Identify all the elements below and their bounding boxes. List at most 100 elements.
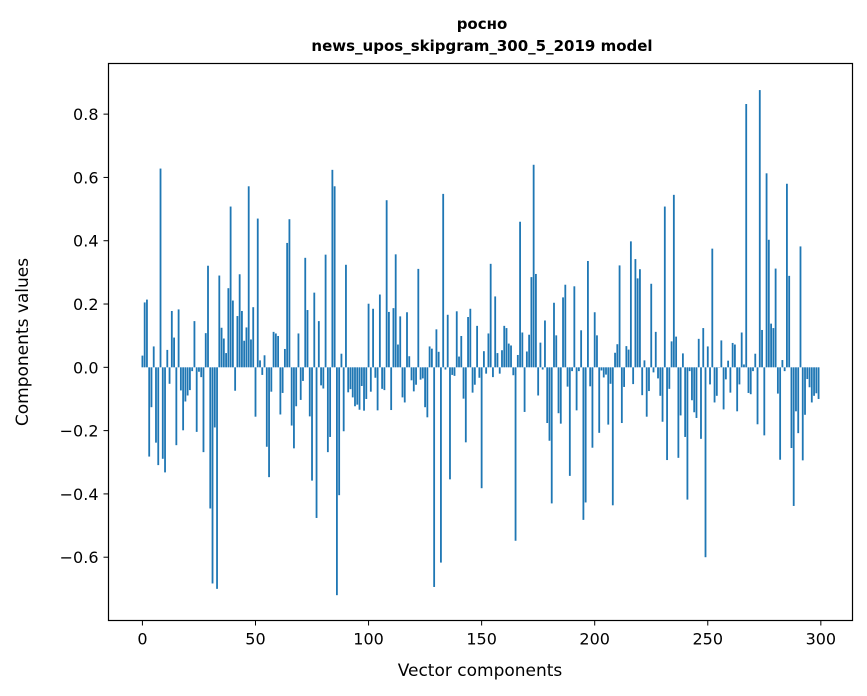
bar-72 bbox=[304, 257, 307, 368]
bar-183 bbox=[555, 335, 558, 368]
bar-180 bbox=[548, 367, 551, 441]
bar-53 bbox=[261, 367, 264, 375]
bar-52 bbox=[259, 360, 261, 368]
bar-56 bbox=[268, 367, 270, 478]
bar-136 bbox=[449, 367, 451, 480]
bar-246 bbox=[697, 338, 700, 368]
bar-17 bbox=[179, 367, 182, 391]
y-tick-label: 0.0 bbox=[73, 358, 98, 377]
bar-139 bbox=[455, 311, 458, 368]
bar-64 bbox=[286, 242, 289, 368]
bar-101 bbox=[369, 367, 372, 392]
bar-288 bbox=[792, 367, 795, 506]
x-tick-label: 100 bbox=[353, 630, 384, 649]
bar-230 bbox=[661, 367, 664, 422]
bar-267 bbox=[745, 104, 748, 368]
bar-195 bbox=[582, 367, 585, 520]
bar-225 bbox=[650, 283, 653, 368]
x-tick-label: 200 bbox=[579, 630, 610, 649]
bar-277 bbox=[767, 239, 770, 368]
bar-21 bbox=[189, 367, 191, 391]
bar-172 bbox=[530, 277, 533, 368]
bar-97 bbox=[360, 367, 363, 386]
bar-160 bbox=[503, 325, 506, 368]
bar-176 bbox=[539, 342, 542, 368]
bar-204 bbox=[602, 367, 605, 378]
bar-69 bbox=[297, 333, 300, 368]
bar-132 bbox=[440, 367, 442, 563]
bar-58 bbox=[272, 331, 275, 368]
y-axis-ticks: −0.6 −0.4 −0.2 0.0 0.2 0.4 0.6 0.8 bbox=[60, 105, 109, 567]
bar-265 bbox=[740, 332, 743, 368]
bar-192 bbox=[575, 367, 578, 411]
bar-152 bbox=[485, 367, 488, 374]
bar-144 bbox=[467, 317, 469, 368]
bar-253 bbox=[713, 367, 716, 403]
bar-87 bbox=[338, 367, 341, 496]
bar-186 bbox=[562, 297, 564, 368]
bar-190 bbox=[571, 367, 573, 372]
bar-270 bbox=[752, 367, 754, 372]
y-axis-label: Components values bbox=[13, 258, 33, 426]
x-axis-ticks: 0 50 100 150 200 250 300 bbox=[137, 620, 837, 649]
bar-118 bbox=[408, 356, 411, 368]
bar-261 bbox=[731, 342, 734, 368]
bar-107 bbox=[383, 367, 386, 391]
bar-66 bbox=[290, 367, 293, 426]
bar-201 bbox=[596, 335, 598, 368]
bar-157 bbox=[496, 353, 499, 368]
bar-227 bbox=[654, 331, 657, 368]
bar-178 bbox=[544, 320, 546, 368]
bar-123 bbox=[419, 367, 422, 380]
bar-216 bbox=[629, 241, 632, 368]
bar-196 bbox=[584, 367, 587, 503]
bar-164 bbox=[512, 367, 515, 376]
bar-147 bbox=[473, 367, 476, 385]
x-tick-label: 300 bbox=[806, 630, 837, 649]
bar-299 bbox=[817, 367, 820, 399]
bar-223 bbox=[645, 367, 648, 417]
bar-158 bbox=[498, 367, 501, 374]
bar-5 bbox=[152, 346, 155, 368]
bar-138 bbox=[453, 367, 456, 376]
bar-229 bbox=[659, 367, 662, 396]
bar-48 bbox=[250, 339, 252, 368]
bar-12 bbox=[168, 367, 171, 384]
bar-219 bbox=[636, 278, 639, 368]
bar-91 bbox=[347, 367, 350, 393]
bar-154 bbox=[489, 263, 492, 368]
bar-38 bbox=[227, 288, 230, 368]
bar-135 bbox=[446, 314, 449, 368]
bar-240 bbox=[684, 367, 687, 437]
bar-266 bbox=[743, 364, 745, 368]
bar-148 bbox=[476, 325, 479, 368]
bar-113 bbox=[397, 344, 399, 368]
bar-209 bbox=[614, 352, 616, 368]
bar-143 bbox=[464, 367, 467, 443]
bar-106 bbox=[381, 367, 384, 389]
bar-60 bbox=[277, 335, 280, 368]
bar-61 bbox=[279, 367, 282, 415]
bar-94 bbox=[354, 367, 356, 407]
bar-127 bbox=[428, 346, 431, 368]
bar-98 bbox=[363, 367, 365, 411]
bar-211 bbox=[618, 265, 621, 368]
bar-92 bbox=[349, 367, 352, 390]
bar-24 bbox=[195, 367, 198, 432]
bar-222 bbox=[643, 360, 646, 368]
bar-296 bbox=[810, 367, 813, 403]
bar-19 bbox=[184, 367, 187, 402]
bar-70 bbox=[299, 367, 302, 400]
bar-254 bbox=[715, 367, 718, 396]
bar-287 bbox=[790, 367, 793, 449]
x-tick-label: 250 bbox=[692, 630, 723, 649]
bar-271 bbox=[754, 353, 757, 368]
bar-112 bbox=[394, 254, 397, 368]
bar-174 bbox=[535, 273, 537, 368]
bar-285 bbox=[786, 183, 788, 368]
chart-title-line-2: news_upos_skipgram_300_5_2019 model bbox=[311, 37, 652, 55]
bar-115 bbox=[401, 367, 404, 398]
bar-272 bbox=[756, 367, 759, 425]
bar-250 bbox=[706, 346, 709, 368]
